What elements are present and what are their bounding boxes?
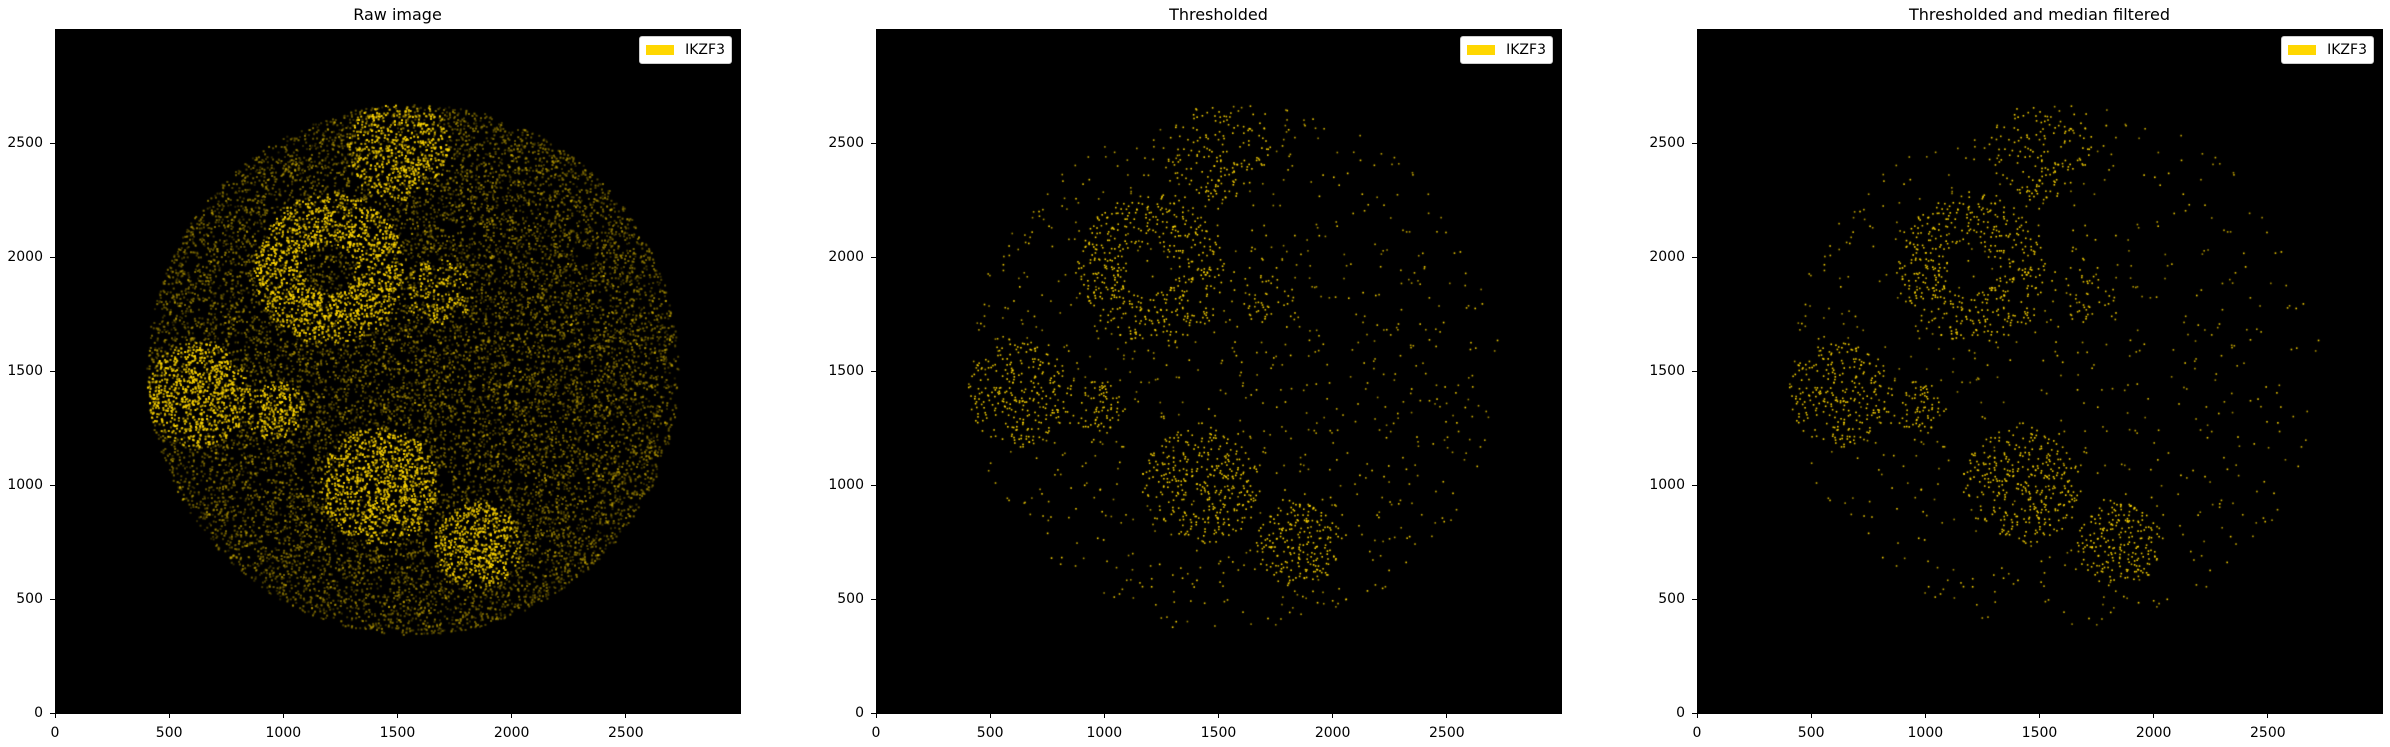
y-tick-label: 1000: [1649, 477, 1685, 493]
y-tick-label: 0: [34, 705, 43, 721]
x-tick-label: 2000: [493, 725, 530, 741]
x-tick-label: 0: [1692, 725, 1702, 741]
y-tick-label: 2000: [7, 249, 43, 265]
y-tick-mark: [871, 370, 876, 372]
x-tick-mark: [1696, 713, 1698, 718]
y-tick-mark: [1692, 142, 1697, 144]
x-tick-mark: [2267, 713, 2269, 718]
x-tick-mark: [168, 713, 170, 718]
y-tick-mark: [871, 256, 876, 258]
image-heatmap: [55, 29, 740, 713]
image-heatmap: [876, 29, 1561, 713]
y-tick-label: 500: [1658, 591, 1685, 607]
y-tick-label: 1500: [7, 363, 43, 379]
x-tick-label: 500: [1797, 725, 1825, 741]
image-axes-3: Thresholded and median filtered 0 500 1000 1…: [1649, 5, 2383, 741]
x-tick-mark: [1446, 713, 1448, 718]
x-tick-mark: [54, 713, 56, 718]
y-tick-mark: [871, 142, 876, 144]
y-tick-label: 2000: [1649, 249, 1685, 265]
legend-label: IKZF3: [2327, 42, 2367, 58]
y-tick-mark: [50, 484, 55, 486]
y-tick-label: 2500: [828, 135, 864, 151]
x-tick-mark: [989, 713, 991, 718]
x-tick-mark: [1103, 713, 1105, 718]
x-tick-mark: [397, 713, 398, 718]
x-tick-label: 0: [50, 725, 60, 741]
y-tick-label: 0: [1676, 705, 1685, 721]
legend: IKZF3: [1460, 36, 1553, 64]
y-tick-label: 1500: [828, 363, 864, 379]
x-tick-label: 1500: [1200, 725, 1237, 741]
x-tick-mark: [1218, 713, 1219, 718]
x-tick-label: 1000: [1086, 725, 1123, 741]
axes-title: Thresholded: [1169, 5, 1268, 24]
x-tick-label: 2500: [2250, 725, 2286, 741]
x-tick-label: 0: [871, 725, 881, 741]
y-tick-label: 2500: [7, 135, 43, 151]
x-tick-label: 2000: [2135, 725, 2172, 741]
y-tick-mark: [50, 370, 55, 372]
x-tick-label: 500: [155, 725, 183, 741]
x-tick-mark: [511, 713, 513, 718]
y-tick-label: 500: [16, 591, 43, 607]
y-tick-label: 500: [837, 591, 864, 607]
y-tick-label: 1000: [7, 477, 43, 493]
x-tick-label: 1000: [1907, 725, 1944, 741]
x-tick-mark: [1924, 713, 1926, 718]
y-tick-label: 0: [855, 705, 864, 721]
x-tick-label: 1000: [265, 725, 302, 741]
x-tick-label: 2500: [608, 725, 644, 741]
x-tick-label: 2000: [1314, 725, 1351, 741]
legend-patch: [1467, 45, 1496, 55]
x-tick-mark: [2039, 713, 2040, 718]
x-tick-label: 1500: [379, 725, 416, 741]
y-tick-label: 2000: [828, 249, 864, 265]
y-tick-mark: [50, 598, 55, 600]
x-tick-mark: [282, 713, 284, 718]
x-tick-mark: [875, 713, 877, 718]
y-tick-label: 1000: [828, 477, 864, 493]
legend: IKZF3: [639, 36, 732, 64]
y-tick-mark: [871, 484, 876, 486]
legend-patch: [2288, 45, 2317, 55]
legend-label: IKZF3: [1506, 42, 1546, 58]
y-tick-mark: [1692, 712, 1697, 714]
y-tick-mark: [50, 142, 55, 144]
y-tick-mark: [871, 598, 876, 600]
y-tick-mark: [1692, 256, 1697, 258]
x-tick-mark: [1810, 713, 1812, 718]
y-tick-mark: [871, 712, 876, 714]
legend-label: IKZF3: [685, 42, 725, 58]
y-tick-mark: [1692, 598, 1697, 600]
x-tick-mark: [1332, 713, 1334, 718]
image-axes-1: Raw image 0 500 1000 1500 2000 2500 0 500 1000 150…: [7, 5, 741, 741]
legend: IKZF3: [2281, 36, 2374, 64]
image-heatmap: [1697, 29, 2382, 713]
y-tick-mark: [50, 256, 55, 258]
x-tick-label: 2500: [1429, 725, 1465, 741]
y-tick-label: 2500: [1649, 135, 1685, 151]
y-tick-mark: [1692, 484, 1697, 486]
legend-patch: [646, 45, 675, 55]
x-tick-mark: [625, 713, 627, 718]
y-tick-mark: [50, 712, 55, 714]
y-tick-label: 1500: [1649, 363, 1685, 379]
axes-title: Raw image: [353, 5, 442, 24]
x-tick-mark: [2153, 713, 2155, 718]
y-tick-mark: [1692, 370, 1697, 372]
x-tick-label: 1500: [2021, 725, 2058, 741]
axes-title: Thresholded and median filtered: [1908, 5, 2171, 24]
x-tick-label: 500: [976, 725, 1004, 741]
image-axes-2: Thresholded 0 500 1000 1500 2000 2500 0 500 1000 1…: [828, 5, 1562, 741]
